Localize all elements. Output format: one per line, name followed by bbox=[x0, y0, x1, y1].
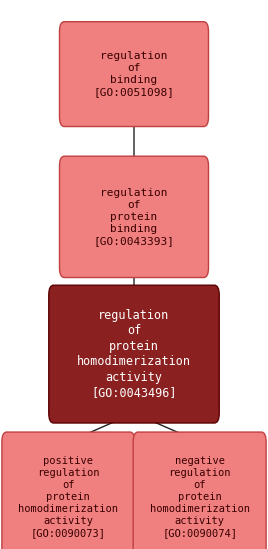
Text: regulation
of
protein
binding
[GO:0043393]: regulation of protein binding [GO:004339… bbox=[94, 188, 174, 246]
FancyBboxPatch shape bbox=[59, 22, 209, 127]
Text: regulation
of
binding
[GO:0051098]: regulation of binding [GO:0051098] bbox=[94, 51, 174, 97]
FancyBboxPatch shape bbox=[59, 156, 209, 278]
FancyBboxPatch shape bbox=[49, 285, 219, 423]
Text: regulation
of
protein
homodimerization
activity
[GO:0043496]: regulation of protein homodimerization a… bbox=[77, 309, 191, 399]
FancyBboxPatch shape bbox=[2, 432, 135, 549]
FancyBboxPatch shape bbox=[133, 432, 266, 549]
Text: negative
regulation
of
protein
homodimerization
activity
[GO:0090074]: negative regulation of protein homodimer… bbox=[150, 456, 250, 538]
Text: positive
regulation
of
protein
homodimerization
activity
[GO:0090073]: positive regulation of protein homodimer… bbox=[18, 456, 118, 538]
